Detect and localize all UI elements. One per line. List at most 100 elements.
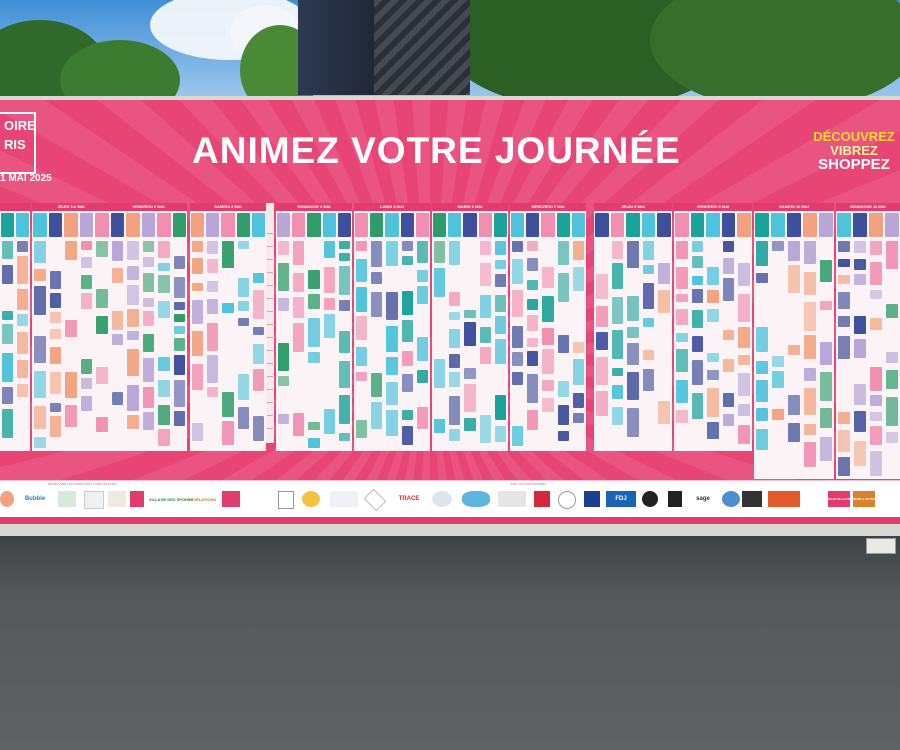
event-slot — [356, 372, 368, 381]
hour-tick — [267, 376, 273, 377]
event-slot — [323, 241, 335, 258]
event-slot — [804, 272, 816, 295]
lane-header — [787, 213, 801, 237]
event-slot — [611, 330, 624, 359]
event-slot — [338, 395, 350, 424]
event-slot — [804, 368, 816, 381]
event-slot — [756, 241, 768, 266]
event-slot — [173, 314, 185, 322]
event-slot — [707, 353, 719, 362]
partner-logo-mark — [642, 491, 658, 507]
event-slot — [691, 393, 704, 419]
event-slot — [691, 336, 704, 352]
lane-header — [141, 213, 156, 237]
event-slot — [49, 312, 62, 323]
event-slot — [886, 370, 898, 389]
day-column: DIMANCHE 4 MAI — [276, 203, 352, 451]
event-slot — [804, 388, 816, 415]
event-slot — [338, 241, 350, 249]
event-slot — [557, 241, 569, 265]
event-slot — [870, 367, 882, 391]
event-slot — [627, 408, 639, 437]
day-label: LUNDI 5 MAI — [380, 204, 404, 209]
lane-header — [885, 213, 899, 237]
event-slot — [464, 418, 476, 431]
event-slot — [494, 339, 506, 364]
day-label: SAMEDI 10 MAI — [779, 204, 809, 209]
lane-header — [95, 213, 109, 237]
event-slot — [158, 357, 170, 371]
event-slot — [449, 429, 461, 441]
lane-header — [869, 213, 883, 237]
event-slot — [158, 405, 170, 425]
event-slot — [738, 327, 750, 348]
event-slot — [323, 314, 335, 338]
event-slot — [173, 326, 185, 334]
event-slot — [386, 382, 398, 405]
event-slot — [707, 290, 719, 303]
lane-header — [556, 213, 570, 237]
event-slot — [572, 393, 584, 408]
fair-logo: OIRE RIS — [0, 112, 36, 174]
event-slot — [237, 241, 249, 249]
event-slot — [627, 296, 639, 321]
lane-header — [307, 213, 321, 237]
partner-logo-mark — [462, 491, 490, 507]
screen-frame — [374, 0, 470, 95]
event-slot — [820, 437, 832, 461]
partner-logo-mark — [84, 491, 104, 509]
event-slot — [886, 432, 898, 443]
hour-tick — [267, 337, 273, 338]
event-slot — [278, 343, 290, 371]
event-slot — [338, 266, 350, 295]
event-slot — [338, 300, 350, 311]
event-slot — [401, 241, 413, 251]
event-slot — [323, 298, 335, 310]
event-slot — [756, 361, 768, 374]
event-slot — [557, 381, 569, 397]
lane-header — [79, 213, 94, 237]
partner-logo-mark — [584, 491, 600, 507]
event-slot — [142, 334, 155, 352]
event-slot — [642, 241, 655, 260]
event-slot — [142, 241, 155, 252]
partner-logo-mark — [363, 488, 387, 512]
event-slot — [207, 299, 219, 314]
event-slot — [237, 374, 249, 400]
event-slot — [870, 426, 882, 445]
partner-logo-mark — [0, 491, 14, 507]
event-slot — [49, 372, 62, 394]
hour-tick — [267, 324, 273, 325]
event-slot — [557, 431, 569, 441]
event-slot — [722, 241, 735, 252]
lane-header — [322, 213, 336, 237]
partner-logo-mark — [278, 491, 294, 509]
event-slot — [278, 376, 290, 386]
event-slot — [127, 285, 139, 305]
event-slot — [464, 310, 476, 318]
event-slot — [34, 406, 46, 429]
event-slot — [222, 303, 234, 313]
event-slot — [494, 395, 506, 420]
partner-logo-mark — [742, 491, 762, 507]
lane-header — [853, 213, 867, 237]
event-slot — [691, 276, 704, 285]
event-slot — [804, 335, 816, 359]
event-slot — [658, 263, 670, 284]
event-slot — [252, 290, 264, 319]
slogan-line-2: VIBREZ — [830, 143, 878, 158]
event-slot — [308, 352, 320, 363]
event-slot — [237, 301, 249, 311]
event-slot — [756, 327, 768, 352]
event-slot — [756, 380, 768, 402]
event-slot — [772, 241, 784, 251]
event-slot — [886, 397, 898, 426]
event-slot — [838, 457, 850, 476]
event-slot — [17, 256, 28, 284]
event-slot — [65, 320, 77, 337]
event-slot — [401, 410, 413, 420]
partners-strip: RETROUVEZ LES ANIMATIONS FOIRE DE PARIS … — [0, 480, 900, 517]
event-slot — [854, 384, 866, 405]
event-slot — [527, 351, 539, 366]
event-slot — [512, 372, 524, 385]
